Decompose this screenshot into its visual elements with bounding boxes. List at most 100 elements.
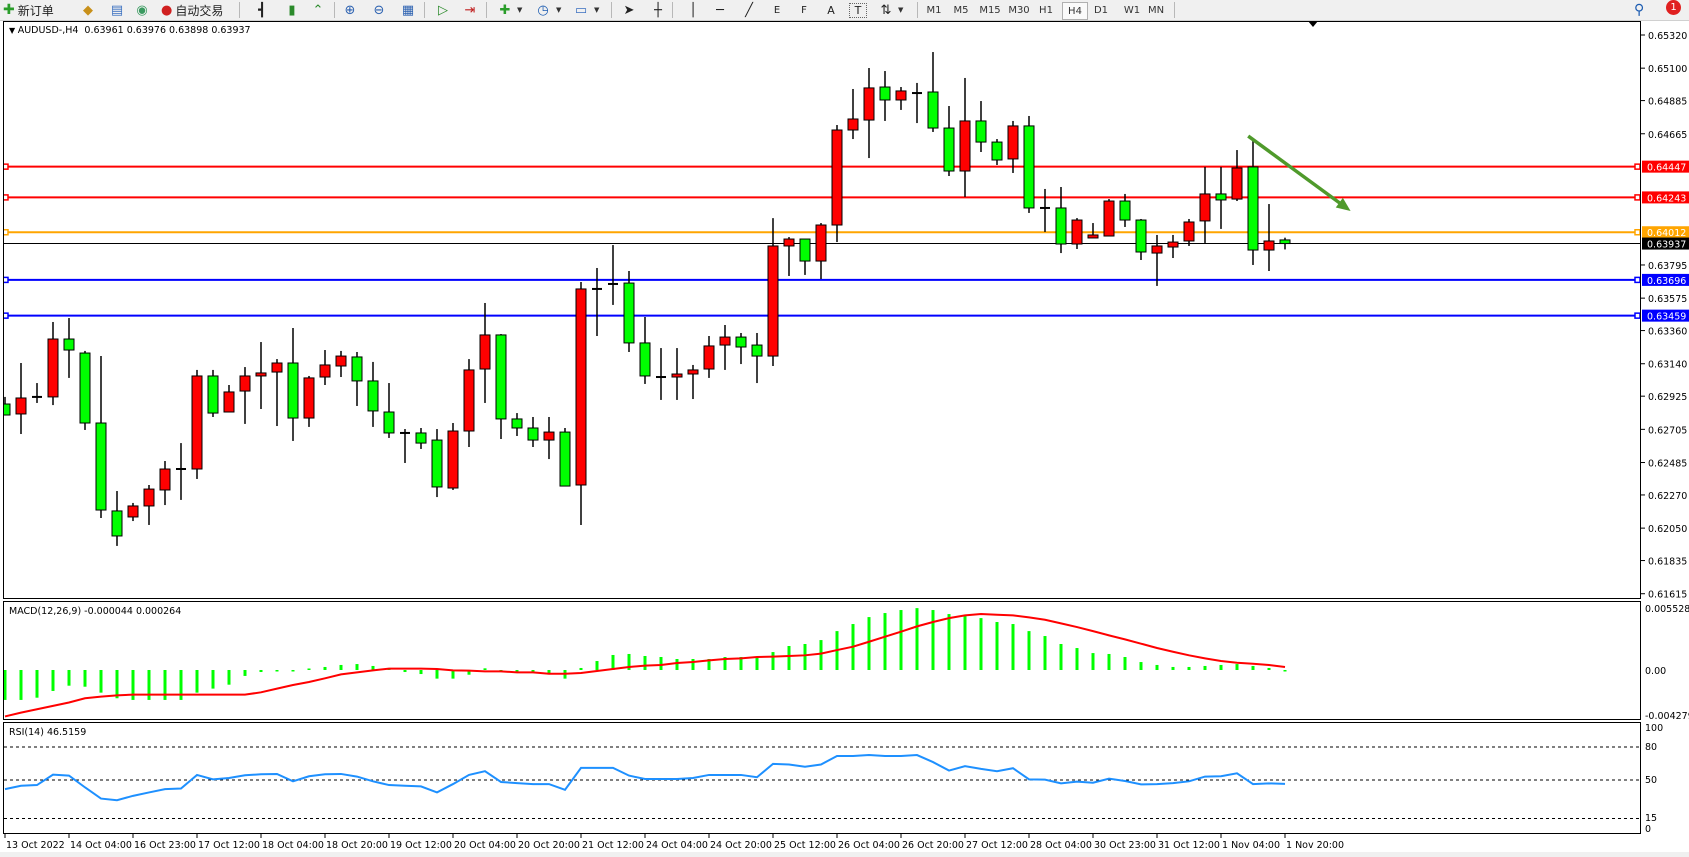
candle-body [191,375,203,470]
candle [912,82,922,124]
indicators-dropdown-caret-icon[interactable]: ▼ [517,6,523,14]
auto-trading-button[interactable]: ● 自动交易 [161,1,223,19]
candle [959,77,971,197]
timeframe-mn[interactable]: MN [1147,4,1165,16]
candle-body [543,431,555,441]
tile-windows-icon[interactable]: ▦ [401,2,415,18]
new-order-button[interactable]: ✚ 新订单 [3,1,54,19]
candle-body [431,439,443,488]
level-handle-icon[interactable] [1634,312,1640,319]
level-handle-icon[interactable] [3,194,9,201]
vertical-line-icon[interactable]: │ [689,2,697,18]
periods-dropdown-caret-icon[interactable]: ▼ [556,6,562,14]
price-tick-label: 0.65320 [1648,31,1687,42]
search-icon[interactable]: ⚲ [1634,2,1645,18]
timeframe-w1[interactable]: W1 [1123,4,1141,16]
time-tick-label: 1 Nov 04:00 [1222,840,1280,851]
candle [1040,188,1050,232]
history-icon[interactable]: ▤ [110,2,124,18]
candle-body [1215,193,1227,201]
candle [415,427,427,449]
level-price-label: 0.63459 [1647,312,1686,323]
zoom-in-icon[interactable]: ⊕ [344,2,356,18]
strategy-icon[interactable]: ◆ [83,2,93,18]
level-handle-icon[interactable] [1634,163,1640,170]
crosshair-icon[interactable]: ┼ [654,2,662,18]
candle [191,369,203,479]
level-handle-icon[interactable] [1634,194,1640,201]
auto-trading-label: 自动交易 [175,3,224,18]
candle [63,318,75,378]
price-tick-label: 0.64885 [1648,97,1687,108]
candle [895,87,907,110]
timeframe-h4[interactable]: H4 [1062,2,1088,20]
trendline-icon[interactable]: ╱ [745,2,753,18]
candle-body [1263,240,1275,251]
label-tool-button[interactable]: T [849,3,867,18]
fibo-tool-button[interactable]: F [796,1,812,19]
level-handle-icon[interactable] [3,228,9,236]
candle [687,364,699,400]
time-tick-label: 20 Oct 20:00 [518,840,580,851]
time-tick-label: 25 Oct 12:00 [774,840,836,851]
level-handle-icon[interactable] [3,163,9,170]
candle-body [623,282,635,344]
channel-tool-button[interactable]: E [769,1,785,19]
signals-icon[interactable]: ◉ [136,2,148,18]
candle [608,245,618,305]
indicators-icon[interactable]: ✚ [499,2,511,18]
candle [47,321,59,406]
cursor-icon[interactable]: ➤ [623,2,635,18]
rsi-label: RSI(14) 46.5159 [9,727,86,738]
chart-shift-icon[interactable]: ▷ [438,2,448,18]
main-chart-panel[interactable] [3,21,1641,599]
timeframe-m5[interactable]: M5 [953,4,969,16]
candle-body [1119,200,1131,221]
templates-icon[interactable]: ▭ [574,2,588,18]
arrows-tool-icon[interactable]: ⇅ [880,2,892,18]
zoom-out-icon[interactable]: ⊖ [373,2,385,18]
bar-chart-icon[interactable]: ┫ [258,2,266,18]
arrows-dropdown-caret-icon[interactable]: ▼ [898,6,904,14]
notification-badge[interactable]: 1 [1666,0,1681,15]
time-tick-label: 26 Oct 20:00 [902,840,964,851]
rsi-panel[interactable] [3,722,1641,834]
timeframe-m1[interactable]: M1 [926,4,942,16]
candle-body [671,373,683,378]
timeframe-m15[interactable]: M15 [979,4,1001,16]
level-handle-icon[interactable] [1634,276,1640,284]
candle [1103,199,1115,237]
chart-shift-marker-icon[interactable] [1308,21,1318,27]
templates-dropdown-caret-icon[interactable]: ▼ [594,6,600,14]
candle-body [943,127,955,172]
candle-body [239,375,251,392]
trend-arrow[interactable] [1247,134,1351,211]
timeframe-m30[interactable]: M30 [1008,4,1030,16]
timeframe-d1[interactable]: D1 [1093,4,1109,16]
horizontal-line-icon[interactable]: ─ [716,2,724,18]
level-price-tag [1642,160,1689,173]
periods-icon[interactable]: ◷ [537,2,549,18]
level-handle-icon[interactable] [1634,228,1640,236]
candle [271,359,283,427]
collapse-triangle-icon[interactable]: ▼ [9,26,18,35]
autoscroll-icon[interactable]: ⇥ [464,2,476,18]
timeframe-h1[interactable]: H1 [1039,4,1053,16]
macd-label: MACD(12,26,9) -0.000044 0.000264 [9,606,181,617]
candle-body [1231,167,1243,200]
candle [79,350,91,430]
candle [95,356,107,519]
candle-body [335,355,347,367]
arrow-head-icon [1335,197,1351,211]
time-tick-label: 20 Oct 04:00 [454,840,516,851]
level-handle-icon[interactable] [3,276,9,284]
candlestick-icon[interactable]: ▮ [288,2,296,18]
level-handle-icon[interactable] [3,312,9,319]
candle-body [223,391,235,413]
candle-body [287,362,299,419]
notification-count: 1 [1670,2,1677,13]
text-tool-button[interactable]: A [823,1,839,19]
line-chart-icon[interactable]: ⌃ [312,2,324,18]
candle-body [1087,234,1099,239]
